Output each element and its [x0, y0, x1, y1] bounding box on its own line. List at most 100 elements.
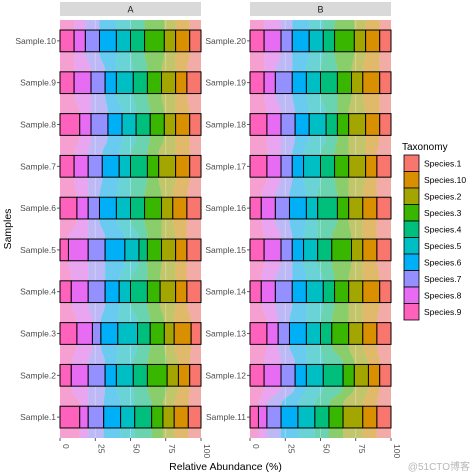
y-tick-label: Sample.8: [20, 120, 56, 130]
bar-segment: [87, 280, 106, 304]
bar-segment: [342, 363, 355, 387]
bar-segment: [104, 280, 120, 304]
bar-segment: [76, 322, 93, 345]
bar-segment: [130, 29, 146, 53]
y-axis-title: Samples: [2, 209, 14, 250]
bar-segment: [175, 154, 191, 178]
bar-segment: [257, 405, 268, 429]
bar-segment: [98, 196, 117, 220]
y-tick-label: Sample.20: [205, 36, 246, 46]
strip-a: [60, 2, 201, 16]
bar-segment: [274, 71, 293, 95]
bar-segment: [263, 363, 282, 387]
legend-key: [403, 237, 420, 255]
legend-label: Species.4: [424, 224, 462, 234]
bar-segment: [76, 196, 89, 220]
bar-segment: [334, 280, 350, 304]
panel-b: B Sample.11 Sample.12 Sample.13 Sample.14 Sam…: [205, 2, 402, 458]
bar-segment: [100, 322, 119, 345]
bar-segment: [67, 238, 89, 262]
bar-segment: [144, 29, 165, 53]
bar-segment: [162, 405, 175, 429]
bar-segment: [317, 196, 338, 220]
bar-segment: [103, 405, 122, 429]
bar-segment: [362, 280, 381, 304]
bar-segment: [263, 238, 282, 262]
bar-segment: [320, 71, 338, 95]
bar-segment: [132, 71, 148, 95]
bar-segment: [291, 29, 310, 53]
bar-segment: [362, 238, 378, 262]
bar-segment: [104, 363, 117, 387]
bar-segment: [163, 113, 177, 136]
bar-segment: [336, 196, 350, 220]
bar-segment: [107, 113, 123, 136]
strip-label: B: [317, 5, 323, 15]
bar-segment: [189, 113, 202, 136]
bar-segment: [274, 280, 293, 304]
bar-segment: [90, 113, 109, 136]
bar-segment: [104, 71, 117, 95]
bar-segment: [87, 154, 103, 178]
bar-segment: [91, 322, 102, 345]
bar-segment: [376, 238, 392, 262]
bar-segment: [277, 322, 290, 345]
y-tick-label: Sample.2: [20, 370, 56, 380]
bar-segment: [161, 238, 177, 262]
bar-segment: [314, 405, 330, 429]
bar-segment: [249, 238, 265, 262]
bar-segment: [173, 322, 192, 345]
bar-segment: [249, 29, 265, 53]
bar-segment: [120, 405, 136, 429]
legend-title: Taxonomy: [402, 142, 448, 153]
bar-segment: [334, 29, 355, 53]
bar-segment: [362, 405, 378, 429]
bar-segment: [186, 71, 202, 95]
legend-key: [403, 253, 420, 271]
bar-segment: [59, 196, 78, 220]
bar-segment: [249, 322, 268, 345]
bar-segment: [280, 238, 293, 262]
strip-b: [250, 2, 391, 16]
y-tick-label: Sample.18: [205, 120, 246, 130]
bar-segment: [362, 322, 378, 345]
bar-segment: [118, 280, 132, 304]
bar-segment: [161, 196, 174, 220]
bar-segment: [59, 71, 75, 95]
x-tick-label: 0: [61, 444, 71, 449]
bar-segment: [336, 71, 353, 95]
legend-label: Species.9: [424, 307, 462, 317]
bar-segment: [249, 113, 268, 136]
bar-segment: [351, 71, 364, 95]
bar-segment: [173, 405, 189, 429]
legend-key: [403, 303, 420, 321]
bar-segment: [367, 363, 381, 387]
bar-segment: [59, 29, 75, 53]
bar-segment: [146, 154, 160, 178]
legend-key: [403, 154, 420, 172]
bar-segment: [328, 405, 344, 429]
bar-segment: [190, 322, 202, 345]
bar-segment: [249, 280, 262, 304]
bar-segment: [263, 71, 276, 95]
bar-segment: [379, 113, 392, 136]
bar-segment: [73, 29, 86, 53]
bar-segment: [320, 322, 333, 345]
bar-segment: [59, 405, 81, 429]
bar-segment: [59, 322, 78, 345]
bar-segment: [280, 154, 293, 178]
bar-segment: [331, 238, 353, 262]
bar-segment: [260, 196, 276, 220]
bar-segment: [376, 322, 392, 345]
bar-segment: [305, 280, 324, 304]
x-tick-label: 50: [322, 444, 332, 454]
x-tick-label: 100: [202, 444, 212, 458]
legend-label: Species.2: [424, 191, 462, 201]
bar-segment: [189, 29, 202, 53]
x-tick-label: 100: [392, 444, 402, 458]
bar-segment: [175, 238, 188, 262]
bar-segment: [294, 363, 307, 387]
bar-segment: [263, 29, 282, 53]
bar-segment: [130, 154, 148, 178]
